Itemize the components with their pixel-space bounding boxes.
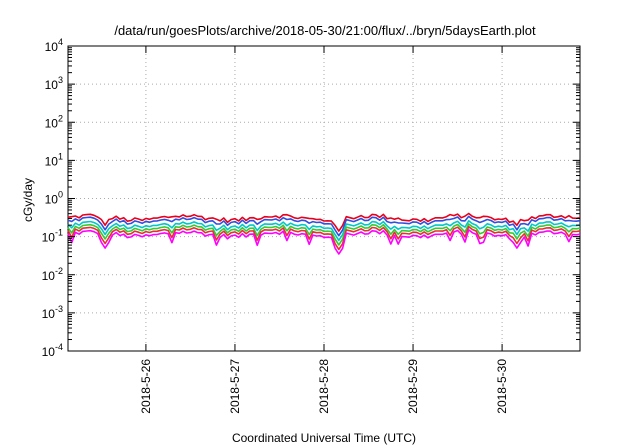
chart-title: /data/run/goesPlots/archive/2018-05-30/2… — [114, 23, 536, 38]
series-line — [67, 220, 581, 242]
y-tick-label: 100 — [45, 190, 63, 207]
series-line — [67, 229, 581, 255]
x-tick-label: 2018-5-29 — [406, 359, 420, 414]
y-axis-ticks: 10-4 10-3 10-2 10-1 100 101 102 103 104 — [42, 37, 580, 359]
y-tick-label: 104 — [45, 37, 63, 54]
x-tick-label: 2018-5-26 — [139, 359, 153, 414]
data-series — [67, 212, 581, 255]
x-tick-label: 2018-5-30 — [495, 359, 509, 414]
x-tick-label: 2018-5-27 — [228, 359, 242, 414]
series-line — [67, 212, 581, 232]
y-tick-label: 102 — [45, 113, 63, 130]
y-tick-label: 10-4 — [42, 342, 63, 359]
gridlines — [68, 46, 580, 351]
series-line — [67, 215, 581, 237]
y-tick-label: 10-3 — [42, 304, 63, 321]
y-tick-label: 101 — [45, 151, 63, 168]
y-tick-label: 10-2 — [42, 266, 63, 283]
x-axis-ticks: 2018-5-26 2018-5-27 2018-5-28 2018-5-29 2018… — [139, 46, 509, 414]
y-axis-label: cGy/day — [21, 178, 35, 222]
y-tick-label: 103 — [45, 75, 63, 92]
x-tick-label: 2018-5-28 — [317, 359, 331, 414]
series-line — [67, 223, 581, 246]
x-axis-label: Coordinated Universal Time (UTC) — [232, 431, 416, 445]
series-line — [67, 225, 581, 251]
y-tick-label: 10-1 — [42, 228, 63, 245]
